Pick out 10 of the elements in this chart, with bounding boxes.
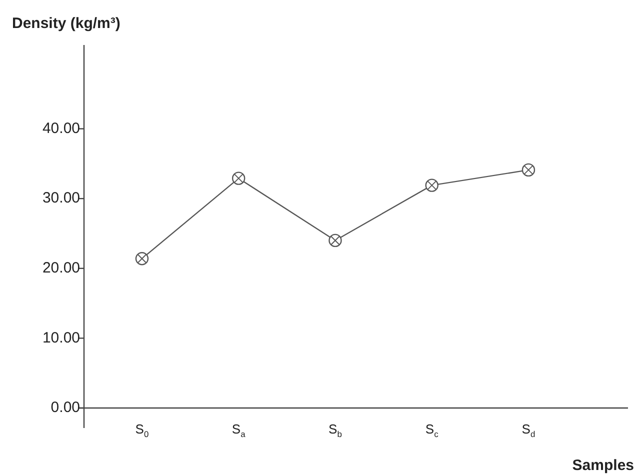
y-tick-label: 20.00 [42, 260, 80, 277]
x-axis-title: Samples [572, 457, 634, 474]
y-axis-title: Density (kg/m³) [12, 15, 120, 32]
y-tick-label: 40.00 [42, 120, 80, 137]
point [328, 234, 342, 248]
point [135, 252, 149, 266]
point [522, 163, 536, 177]
y-tick-label: 30.00 [42, 190, 80, 207]
y-tick-label: 0.00 [50, 399, 80, 416]
y-tick-label: 10.00 [42, 329, 80, 346]
